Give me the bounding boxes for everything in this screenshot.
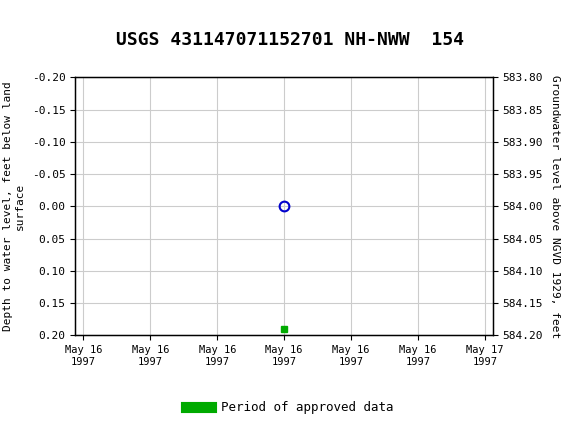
Text: USGS 431147071152701 NH-NWW  154: USGS 431147071152701 NH-NWW 154	[116, 31, 464, 49]
Legend: Period of approved data: Period of approved data	[181, 396, 399, 419]
Text: ▒USGS: ▒USGS	[12, 9, 70, 30]
Y-axis label: Depth to water level, feet below land
surface: Depth to water level, feet below land su…	[3, 82, 25, 331]
Y-axis label: Groundwater level above NGVD 1929, feet: Groundwater level above NGVD 1929, feet	[550, 75, 560, 338]
